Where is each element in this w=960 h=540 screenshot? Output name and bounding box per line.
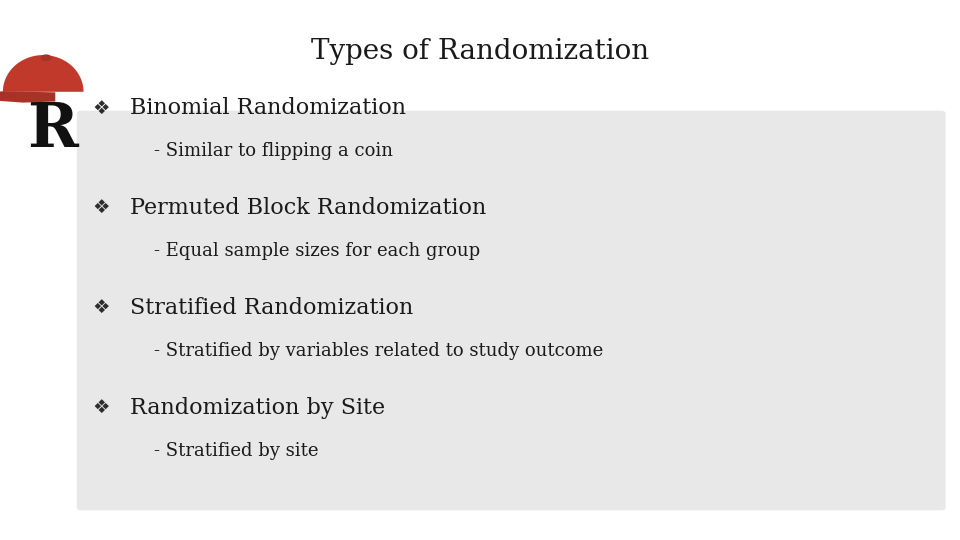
- Text: ❖: ❖: [92, 198, 109, 218]
- Text: - Stratified by variables related to study outcome: - Stratified by variables related to stu…: [154, 342, 603, 360]
- Text: ❖: ❖: [92, 398, 109, 417]
- Text: Permuted Block Randomization: Permuted Block Randomization: [130, 197, 486, 219]
- Text: - Stratified by site: - Stratified by site: [154, 442, 318, 460]
- Text: Binomial Randomization: Binomial Randomization: [130, 97, 406, 119]
- Text: ❖: ❖: [92, 98, 109, 118]
- Polygon shape: [0, 91, 56, 103]
- Text: ❖: ❖: [92, 298, 109, 318]
- Text: - Similar to flipping a coin: - Similar to flipping a coin: [154, 142, 393, 160]
- Text: Randomization by Site: Randomization by Site: [130, 397, 385, 418]
- Text: Types of Randomization: Types of Randomization: [311, 38, 649, 65]
- Text: - Equal sample sizes for each group: - Equal sample sizes for each group: [154, 242, 480, 260]
- Text: R: R: [28, 99, 78, 160]
- Polygon shape: [3, 55, 84, 92]
- Circle shape: [41, 55, 51, 60]
- FancyBboxPatch shape: [77, 111, 946, 510]
- Text: Stratified Randomization: Stratified Randomization: [130, 297, 413, 319]
